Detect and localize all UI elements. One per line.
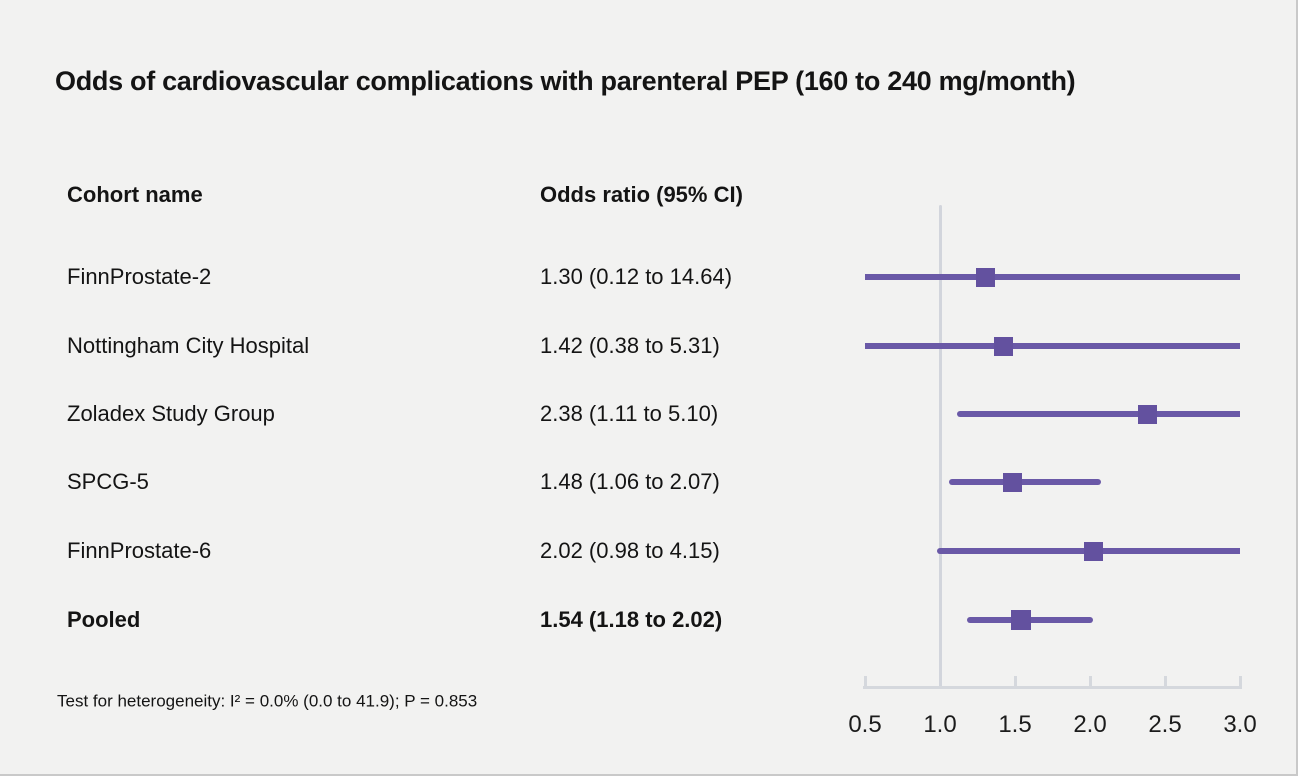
cohort-name: FinnProstate-2 (67, 264, 212, 289)
cohort-name: SPCG-5 (67, 469, 149, 494)
odds-ratio-value: 1.48 (1.06 to 2.07) (540, 469, 720, 494)
column-header-cohort: Cohort name (67, 182, 203, 207)
x-axis-tick-label: 3.0 (1223, 711, 1257, 738)
x-axis-line (863, 686, 1242, 689)
cohort-name: Zoladex Study Group (67, 401, 275, 426)
cohort-name: Nottingham City Hospital (67, 333, 310, 358)
x-axis-tick-label: 2.0 (1073, 711, 1107, 738)
x-axis-tick (1239, 676, 1242, 686)
study-estimate-marker (1137, 404, 1157, 424)
cohort-name: Pooled (67, 607, 141, 632)
chart-title: Odds of cardiovascular complications wit… (55, 66, 1076, 96)
x-axis-tick (1164, 676, 1167, 686)
cohort-name: FinnProstate-6 (67, 538, 212, 563)
odds-ratio-value: 1.54 (1.18 to 2.02) (540, 607, 723, 632)
odds-ratio-value: 2.38 (1.11 to 5.10) (540, 401, 719, 426)
x-axis-tick-label: 1.5 (998, 711, 1032, 738)
odds-ratio-value: 2.02 (0.98 to 4.15) (540, 538, 720, 563)
x-axis-tick (1089, 676, 1092, 686)
study-ci-line (949, 479, 1101, 485)
column-header-odds-ratio: Odds ratio (95% CI) (540, 182, 743, 207)
study-estimate-marker (993, 336, 1013, 356)
study-estimate-marker (1002, 472, 1022, 492)
x-axis-tick-label: 1.0 (923, 711, 957, 738)
heterogeneity-footnote: Test for heterogeneity: I² = 0.0% (0.0 t… (57, 691, 478, 711)
odds-ratio-value: 1.30 (0.12 to 14.64) (540, 264, 733, 289)
study-estimate-marker (1083, 541, 1103, 561)
reference-line-or-1 (938, 205, 942, 689)
x-axis-tick (864, 676, 867, 686)
pooled-estimate-marker (1011, 610, 1031, 630)
study-ci-line (865, 343, 1240, 349)
x-axis-tick-label: 2.5 (1148, 711, 1182, 738)
x-axis-tick-label: 0.5 (848, 711, 882, 738)
study-estimate-marker (975, 267, 995, 287)
x-axis-tick (1014, 676, 1017, 686)
study-ci-line (956, 411, 1240, 417)
study-ci-line (865, 274, 1240, 280)
odds-ratio-value: 1.42 (0.38 to 5.31) (540, 333, 720, 358)
